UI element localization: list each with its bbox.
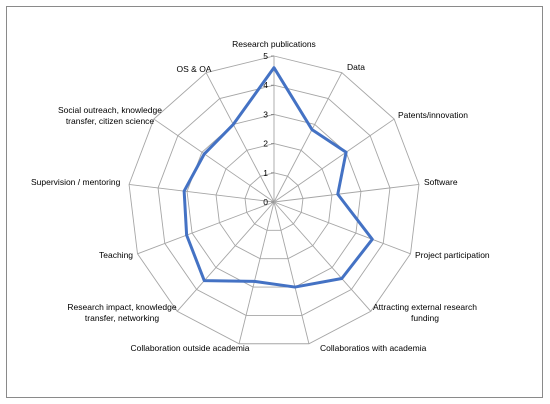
category-label-13: OS & OA — [177, 64, 212, 74]
grid-spoke-11 — [129, 183, 275, 203]
category-label-2: Data — [347, 62, 365, 72]
category-label-4: Software — [424, 177, 458, 187]
category-label-3: Patents/innovation — [398, 110, 468, 120]
r-tick-label-1: 1 — [263, 168, 268, 178]
category-label-12: Social outreach, knowledge transfer, citi… — [58, 105, 162, 126]
r-tick-label-4: 4 — [263, 80, 268, 90]
series-point-10 — [185, 233, 188, 237]
grid-ring-4 — [157, 84, 391, 316]
series-line-1 — [182, 66, 374, 289]
series-point-2 — [310, 128, 314, 131]
r-tick-label-3: 3 — [263, 109, 268, 119]
grid-spoke-13 — [205, 72, 275, 203]
grid-spoke-6 — [273, 201, 372, 312]
series-layer — [182, 66, 374, 289]
grid-ring-3 — [186, 113, 362, 288]
series-point-7 — [293, 285, 297, 289]
series-point-12 — [203, 152, 206, 156]
r-tick-label-0: 0 — [263, 197, 268, 207]
series-point-13 — [232, 123, 235, 126]
category-label-11: Supervision / mentoring — [31, 177, 121, 187]
grid-spoke-8 — [238, 201, 275, 344]
grid-spoke-4 — [273, 183, 419, 203]
series-point-5 — [371, 238, 374, 241]
series-point-1 — [272, 66, 276, 69]
category-label-7: Collaboratios with academia — [320, 343, 427, 353]
grid-spoke-9 — [176, 201, 275, 312]
radar-grid — [128, 55, 420, 345]
category-labels: Research publications Data Patents/innovat… — [31, 39, 490, 353]
grid-spoke-12 — [153, 118, 275, 203]
series-point-3 — [344, 151, 348, 154]
series-point-11 — [182, 189, 186, 193]
category-label-1: Research publications — [232, 39, 316, 49]
grid-ring-2 — [215, 143, 333, 260]
category-label-8: Collaboration outside academia — [130, 343, 249, 353]
series-point-9 — [203, 279, 206, 282]
category-label-6: Attracting external research funding — [373, 302, 477, 323]
grid-spoke-3 — [273, 118, 395, 203]
grid-spoke-5 — [273, 201, 411, 255]
grid-spoke-10 — [137, 201, 275, 255]
grid-ring-5 — [128, 55, 420, 345]
r-tick-label-5: 5 — [263, 51, 268, 61]
category-label-9: Research impact, knowledge transfer, netw… — [67, 302, 176, 323]
r-tick-label-2: 2 — [263, 139, 268, 149]
series-point-6 — [340, 277, 343, 280]
category-label-10: Teaching — [99, 250, 133, 260]
grid-ring-1 — [244, 172, 304, 231]
grid-spoke-7 — [273, 201, 310, 344]
category-label-5: Project participation — [415, 250, 490, 260]
series-point-8 — [253, 280, 256, 283]
grid-spoke-2 — [273, 72, 343, 203]
radial-tick-labels: 0 1 2 3 4 5 — [263, 51, 268, 207]
series-point-4 — [336, 193, 339, 196]
